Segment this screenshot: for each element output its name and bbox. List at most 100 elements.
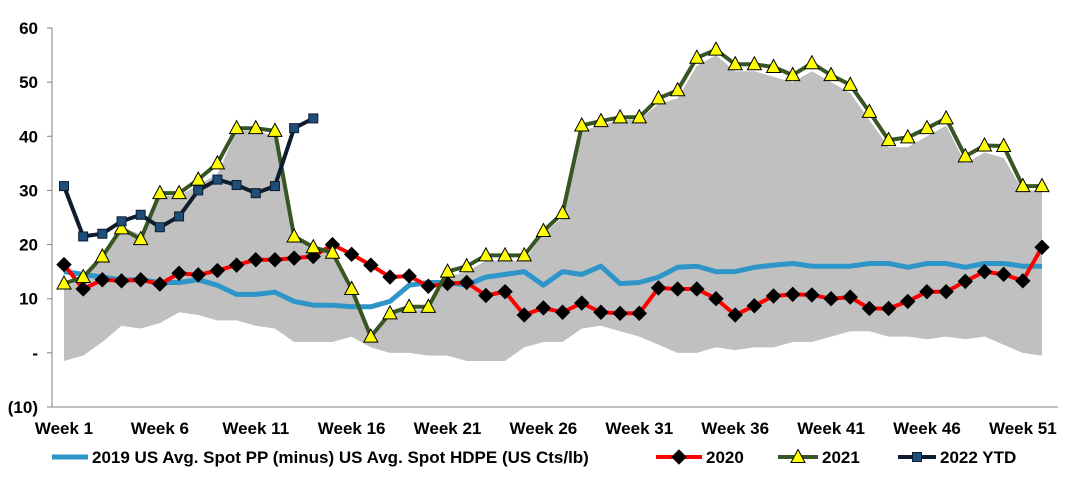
data-point (401, 268, 417, 284)
data-point (784, 66, 801, 82)
data-point (708, 291, 724, 307)
data-point (152, 184, 168, 200)
series-0 (63, 261, 1042, 310)
data-point (1034, 239, 1050, 255)
y-tick-label: 50 (19, 73, 38, 92)
data-point (152, 276, 168, 292)
data-point (1034, 177, 1050, 193)
data-point (535, 300, 552, 316)
legend-item: 2021 (778, 448, 860, 467)
data-point (132, 272, 149, 288)
data-point (116, 216, 127, 227)
data-point (842, 289, 858, 305)
data-point (976, 263, 993, 280)
legend-marker (671, 449, 687, 465)
data-point (995, 137, 1012, 153)
data-point (1015, 273, 1031, 289)
data-point (919, 283, 935, 300)
data-point (228, 119, 245, 135)
data-point (113, 219, 130, 235)
data-point (689, 281, 705, 297)
y-tick-label: 30 (19, 181, 38, 200)
data-point (248, 252, 264, 268)
data-point (746, 55, 763, 71)
series-2 (56, 41, 1050, 343)
data-point (324, 244, 341, 259)
data-point (59, 181, 69, 192)
legend-label: 2021 (822, 448, 860, 467)
data-point (78, 231, 89, 242)
data-point (458, 257, 475, 273)
legend-marker (790, 448, 806, 463)
data-point (171, 265, 187, 281)
data-point (267, 252, 283, 268)
y-tick-label: 40 (19, 127, 38, 146)
data-point (574, 295, 590, 311)
data-point (746, 298, 763, 314)
series-line (63, 47, 1042, 339)
data-point (174, 211, 185, 222)
data-point (286, 227, 302, 243)
data-point (228, 257, 245, 273)
x-tick-label: Week 36 (701, 419, 769, 438)
series-layer (56, 41, 1050, 343)
data-point (938, 109, 954, 125)
data-point (478, 287, 494, 304)
data-point (804, 54, 820, 70)
series-1 (56, 236, 1050, 323)
data-point (497, 246, 513, 262)
data-point (305, 238, 322, 254)
series-line (63, 261, 1042, 310)
data-point (289, 123, 300, 134)
x-tick-label: Week 11 (222, 419, 289, 438)
data-point (727, 307, 743, 323)
data-point (1014, 177, 1031, 193)
range-band (64, 55, 1042, 361)
data-point (516, 246, 533, 262)
data-point (535, 222, 552, 238)
data-point (362, 328, 379, 343)
data-point (231, 180, 242, 191)
legend-marker (912, 452, 922, 462)
data-point (382, 269, 398, 285)
data-point (823, 291, 839, 307)
data-point (267, 122, 283, 137)
data-point (190, 267, 206, 283)
x-tick-label: Week 41 (797, 419, 865, 438)
data-point (420, 298, 437, 313)
data-point (94, 247, 111, 263)
x-tick-label: Week 31 (605, 419, 673, 438)
data-point (631, 108, 648, 124)
data-point (193, 185, 204, 196)
data-point (97, 228, 108, 239)
data-point (976, 136, 993, 152)
data-point (247, 119, 264, 135)
data-point (650, 280, 667, 296)
data-point (75, 268, 92, 284)
data-point (478, 246, 494, 262)
data-point (593, 112, 609, 128)
data-point (708, 41, 724, 56)
y-tick-label: - (32, 344, 38, 363)
data-point (880, 300, 897, 317)
data-point (132, 230, 149, 246)
x-tick-label: Week 51 (989, 419, 1057, 438)
data-point (957, 147, 974, 163)
data-point (823, 66, 839, 82)
data-point (631, 305, 648, 322)
data-point (516, 307, 532, 323)
data-point (669, 81, 686, 97)
legend-item: 2022 YTD (898, 448, 1016, 467)
axis-layer: 60 50 40 30 20 10 - (10) Week 1 Week 6 Week 11 Week… (8, 19, 1058, 438)
x-tick-label: Week 46 (893, 419, 961, 438)
data-point (669, 281, 686, 297)
data-point (554, 304, 571, 320)
data-point (308, 113, 319, 124)
y-tick-label: 60 (19, 19, 38, 38)
series-3 (59, 113, 319, 242)
data-point (573, 116, 590, 132)
legend-label: 2020 (706, 448, 744, 467)
data-point (765, 288, 782, 304)
data-point (688, 49, 705, 64)
